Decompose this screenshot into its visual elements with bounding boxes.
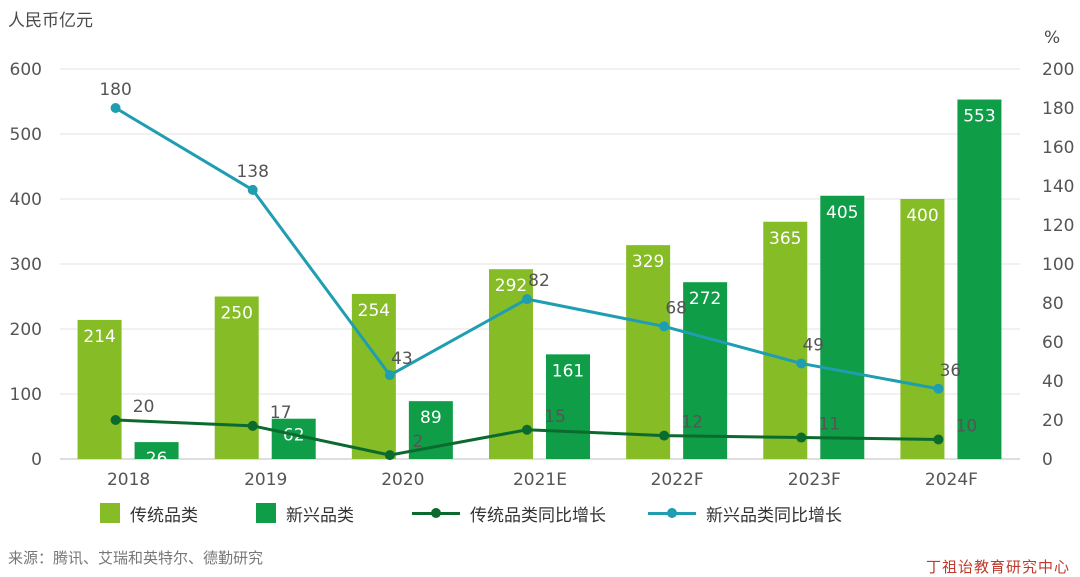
bar	[900, 199, 945, 459]
line-value-label: 36	[940, 361, 962, 381]
bar-value-label: 292	[495, 276, 527, 296]
line-value-label: 138	[236, 162, 268, 182]
legend-swatch-emerging	[256, 503, 276, 523]
right-tick-label: 180	[1042, 99, 1074, 119]
bar	[957, 99, 1002, 460]
bar-line-chart: 0 100 200 300 400 500 600 0 20 40 60 80 100 120 140 160…	[10, 60, 1075, 490]
bar	[763, 221, 808, 459]
legend-swatch-traditional-growth	[412, 503, 460, 523]
line-point	[247, 420, 258, 431]
line-value-label: 12	[681, 413, 703, 433]
legend-label-traditional-growth: 传统品类同比增长	[470, 505, 606, 526]
legend-item-emerging-growth: 新兴品类同比增长	[648, 500, 842, 526]
x-tick-label: 2023F	[788, 470, 841, 490]
bar-value-label: 89	[420, 408, 442, 428]
line-value-label: 20	[133, 397, 155, 417]
bar	[214, 296, 259, 459]
line-point	[384, 370, 395, 381]
right-tick-label: 200	[1042, 60, 1074, 80]
chart-legend: 传统品类 新兴品类 传统品类同比增长 新兴品类同比增长	[0, 500, 1080, 526]
left-tick-label: 300	[10, 255, 42, 275]
right-tick-label: 140	[1042, 177, 1074, 197]
right-tick-label: 120	[1042, 216, 1074, 236]
bar	[820, 195, 865, 459]
right-axis-unit: %	[1044, 28, 1061, 48]
bar	[546, 354, 590, 459]
bar-value-label: 272	[689, 289, 721, 309]
bar-value-label: 254	[358, 301, 390, 321]
line-value-label: 15	[544, 407, 566, 427]
x-tick-label: 2021E	[513, 470, 567, 490]
left-tick-label: 500	[10, 125, 42, 145]
bar-value-label: 250	[220, 304, 252, 324]
line-value-label: 82	[528, 271, 550, 291]
line-point	[522, 424, 532, 435]
left-tick-label: 400	[10, 190, 42, 210]
line-value-label: 180	[99, 80, 131, 100]
bar	[134, 442, 179, 459]
bar	[683, 282, 728, 459]
line-point	[659, 321, 670, 332]
x-tick-label: 2020	[381, 470, 424, 490]
line-value-label: 49	[802, 335, 824, 355]
line-point	[659, 430, 670, 441]
right-tick-label: 0	[1042, 450, 1053, 470]
bar-value-label: 214	[83, 327, 115, 347]
bar-value-label: 161	[552, 361, 584, 381]
line-value-label: 10	[956, 417, 978, 437]
legend-item-traditional-growth: 传统品类同比增长	[412, 500, 606, 526]
line-point	[796, 432, 807, 443]
line-value-label: 43	[391, 349, 413, 369]
right-tick-label: 40	[1042, 372, 1064, 392]
line-value-label: 17	[270, 403, 292, 423]
bar-value-label: 365	[769, 229, 801, 249]
x-tick-label: 2018	[107, 470, 150, 490]
bar-value-label: 405	[826, 203, 858, 223]
legend-swatch-emerging-growth	[648, 503, 696, 523]
left-axis-unit: 人民币亿元	[8, 11, 93, 31]
legend-label-traditional: 传统品类	[130, 505, 198, 526]
legend-item-traditional: 传统品类	[100, 500, 198, 526]
legend-swatch-traditional	[100, 503, 120, 523]
bar-value-label: 26	[146, 449, 168, 469]
line-point	[796, 358, 807, 369]
x-tick-label: 2019	[244, 470, 287, 490]
x-tick-label: 2022F	[651, 470, 704, 490]
line-value-label: 68	[665, 298, 687, 318]
legend-item-emerging: 新兴品类	[256, 500, 354, 526]
right-tick-label: 100	[1042, 255, 1074, 275]
line-point	[110, 103, 121, 113]
x-tick-label: 2024F	[925, 470, 978, 490]
bar-value-label: 329	[632, 252, 664, 272]
line-point	[933, 434, 944, 445]
right-tick-label: 60	[1042, 333, 1064, 353]
right-tick-label: 80	[1042, 294, 1064, 314]
line-point	[384, 450, 395, 461]
line-point	[110, 415, 121, 425]
bar-value-label: 553	[963, 107, 995, 127]
right-tick-label: 160	[1042, 138, 1074, 158]
bar-value-label: 400	[906, 206, 938, 226]
line-point	[522, 294, 532, 305]
left-tick-label: 600	[10, 60, 42, 80]
source-note: 来源：腾讯、艾瑞和英特尔、德勤研究	[8, 549, 264, 567]
line-point	[247, 184, 258, 195]
legend-label-emerging: 新兴品类	[286, 505, 354, 526]
line-value-label: 11	[818, 415, 840, 435]
bar	[77, 319, 122, 459]
line-value-label: 2	[412, 432, 423, 452]
watermark-text: 丁祖诒教育研究中心	[925, 558, 1070, 576]
bar	[626, 245, 671, 459]
left-tick-label: 200	[10, 320, 42, 340]
right-tick-label: 20	[1042, 411, 1064, 431]
legend-label-emerging-growth: 新兴品类同比增长	[706, 505, 842, 526]
left-tick-label: 0	[31, 450, 42, 470]
line-point	[933, 383, 944, 394]
left-tick-label: 100	[10, 385, 42, 405]
